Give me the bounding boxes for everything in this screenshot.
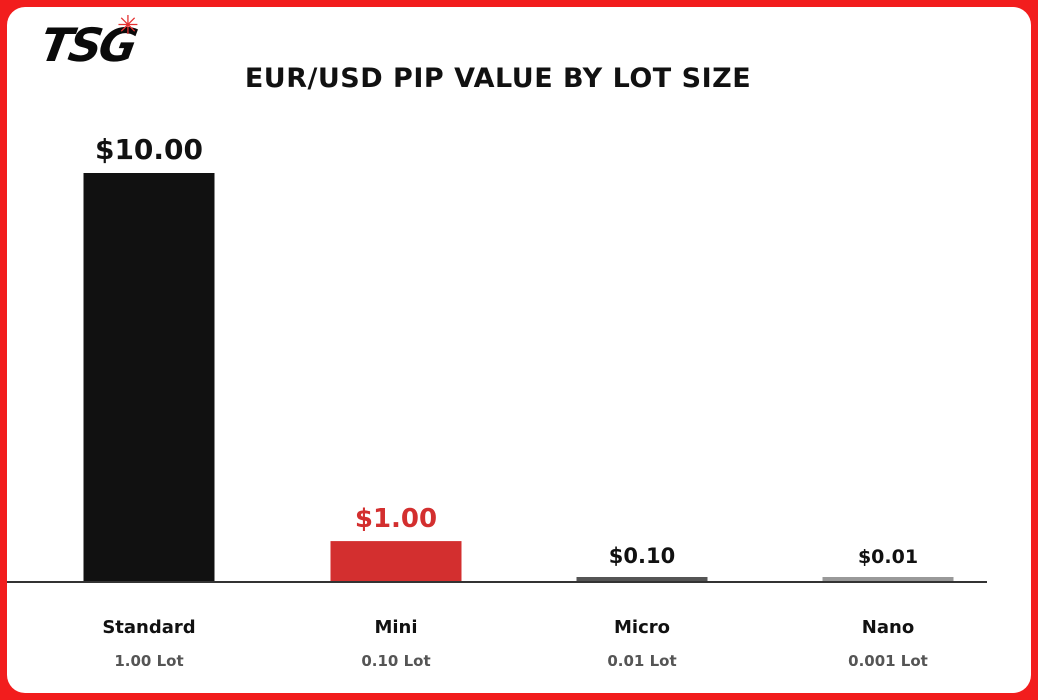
- bar-micro: [576, 577, 708, 582]
- value-label-micro: $0.10: [609, 544, 675, 568]
- category-label-micro: Micro: [614, 617, 670, 638]
- lot-label-nano: 0.001 Lot: [848, 652, 928, 670]
- value-label-nano: $0.01: [858, 546, 918, 568]
- bar-standard: [83, 173, 215, 582]
- value-label-mini: $1.00: [355, 504, 437, 534]
- value-label-standard: $10.00: [95, 133, 203, 166]
- logo-star-icon: ✳: [117, 11, 139, 41]
- category-label-nano: Nano: [862, 617, 914, 638]
- category-label-standard: Standard: [102, 617, 195, 638]
- category-label-mini: Mini: [374, 617, 417, 638]
- lot-label-mini: 0.10 Lot: [361, 652, 430, 670]
- bar-chart: $10.00 Standard 1.00 Lot $1.00 Mini 0.10 Lot $…: [7, 133, 987, 670]
- chart-title: EUR/USD PIP VALUE BY LOT SIZE: [244, 63, 752, 94]
- bar-mini: [330, 541, 462, 582]
- logo: TSG ✳: [36, 13, 151, 73]
- lot-label-micro: 0.01 Lot: [607, 652, 676, 670]
- lot-label-standard: 1.00 Lot: [114, 652, 183, 670]
- chart-frame: TSG ✳ EUR/USD PIP VALUE BY LOT SIZE $10.…: [7, 7, 1031, 693]
- bar-nano: [822, 577, 954, 582]
